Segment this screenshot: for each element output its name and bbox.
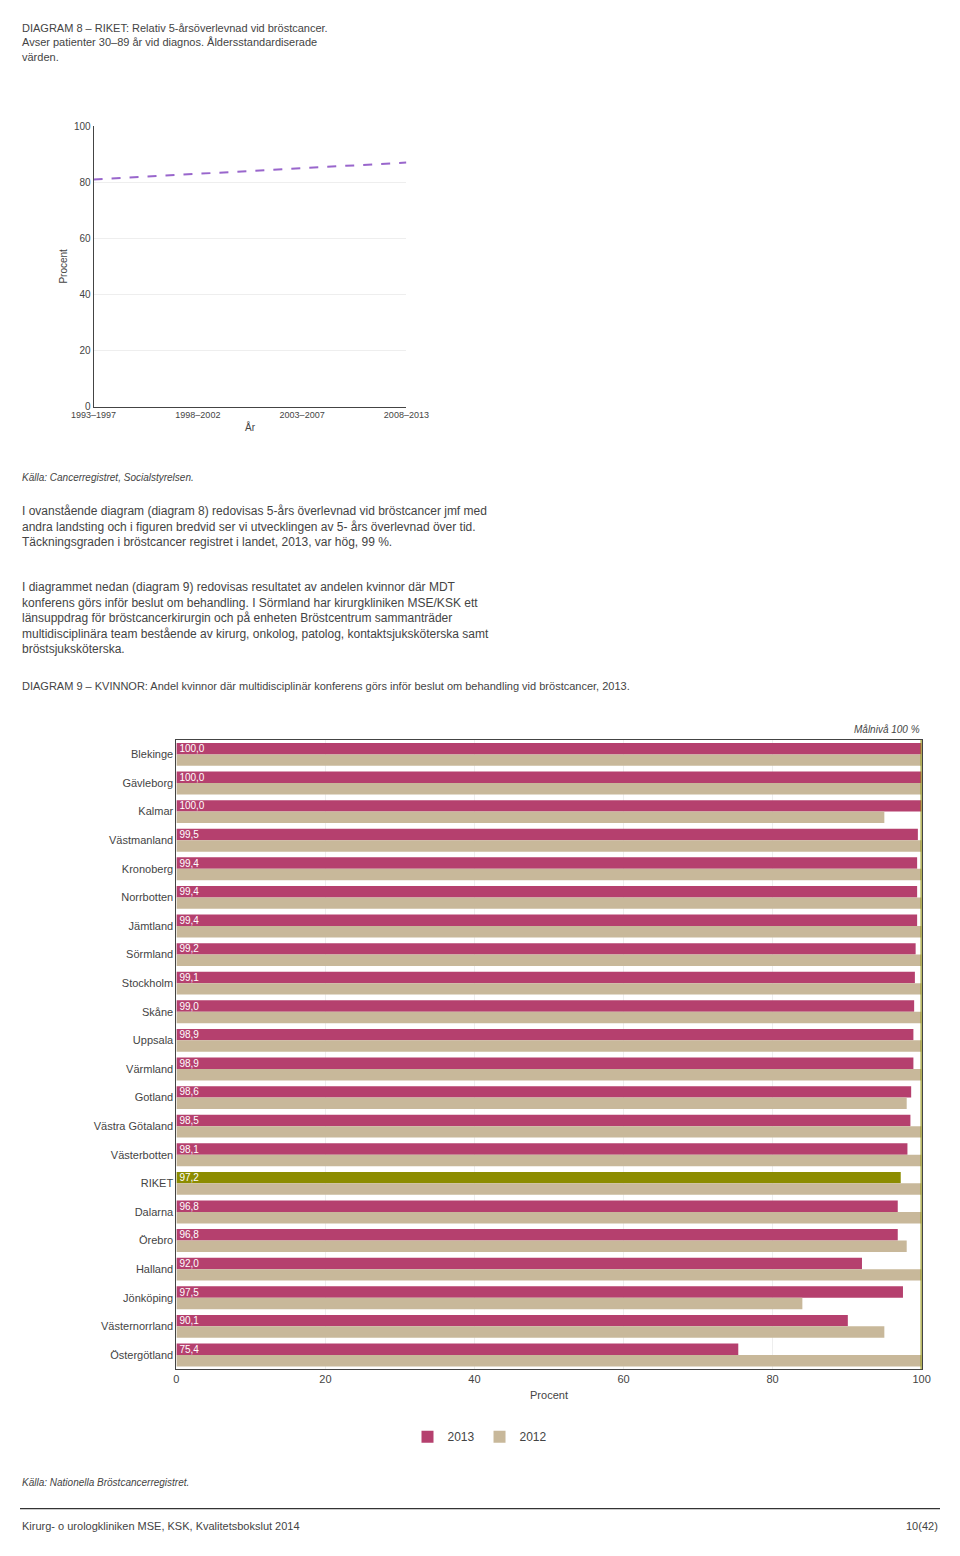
svg-text:99,0: 99,0 <box>179 1001 199 1012</box>
svg-text:Västmanland: Västmanland <box>109 834 173 846</box>
svg-text:80: 80 <box>79 177 91 188</box>
svg-text:92,0: 92,0 <box>179 1258 199 1269</box>
svg-text:80: 80 <box>766 1373 778 1385</box>
svg-text:Kronoberg: Kronoberg <box>122 863 173 875</box>
svg-text:2008–2013: 2008–2013 <box>384 410 429 420</box>
svg-text:98,6: 98,6 <box>179 1086 199 1097</box>
svg-text:Skåne: Skåne <box>142 1006 173 1018</box>
svg-text:Stockholm: Stockholm <box>122 977 173 989</box>
svg-text:96,8: 96,8 <box>179 1201 199 1212</box>
svg-text:100,0: 100,0 <box>179 800 204 811</box>
svg-text:99,5: 99,5 <box>179 829 199 840</box>
svg-text:100: 100 <box>74 121 91 132</box>
svg-text:Jönköping: Jönköping <box>123 1292 173 1304</box>
svg-text:Källa: Nationella Bröstcancerr: Källa: Nationella Bröstcancerregistret. <box>22 1477 189 1488</box>
svg-text:Kirurg- o urologkliniken MSE,: Kirurg- o urologkliniken MSE, KSK, Kvali… <box>22 1520 300 1532</box>
svg-text:98,1: 98,1 <box>179 1144 199 1155</box>
svg-text:75,4: 75,4 <box>179 1344 199 1355</box>
svg-text:96,8: 96,8 <box>179 1229 199 1240</box>
svg-text:99,2: 99,2 <box>179 943 199 954</box>
svg-text:100,0: 100,0 <box>179 772 204 783</box>
svg-text:Kalmar: Kalmar <box>138 805 173 817</box>
svg-text:98,5: 98,5 <box>179 1115 199 1126</box>
svg-text:Sörmland: Sörmland <box>126 948 173 960</box>
svg-text:Västra Götaland: Västra Götaland <box>94 1120 174 1132</box>
svg-text:Procent: Procent <box>530 1389 568 1401</box>
svg-text:1998–2002: 1998–2002 <box>175 410 220 420</box>
svg-text:Östergötland: Östergötland <box>110 1349 173 1361</box>
svg-text:99,1: 99,1 <box>179 972 199 983</box>
svg-text:0: 0 <box>85 401 91 412</box>
svg-text:Gotland: Gotland <box>135 1091 174 1103</box>
svg-text:2013: 2013 <box>448 1430 475 1444</box>
svg-text:10(42): 10(42) <box>906 1520 938 1532</box>
svg-text:99,4: 99,4 <box>179 915 199 926</box>
svg-text:I diagrammet nedan (diagram 9): I diagrammet nedan (diagram 9) redovisas… <box>22 580 489 656</box>
svg-text:40: 40 <box>468 1373 480 1385</box>
svg-text:40: 40 <box>79 289 91 300</box>
svg-text:20: 20 <box>319 1373 331 1385</box>
svg-text:100: 100 <box>912 1373 930 1385</box>
svg-text:Värmland: Värmland <box>126 1063 173 1075</box>
svg-text:DIAGRAM 8 – RIKET: Relativ 5-å: DIAGRAM 8 – RIKET: Relativ 5-årsöverlevn… <box>22 22 328 63</box>
svg-text:98,9: 98,9 <box>179 1058 199 1069</box>
svg-text:98,9: 98,9 <box>179 1029 199 1040</box>
svg-text:I ovanstående diagram (diagram: I ovanstående diagram (diagram 8) redovi… <box>22 504 487 549</box>
svg-text:2012: 2012 <box>520 1430 547 1444</box>
svg-text:0: 0 <box>173 1373 179 1385</box>
svg-text:Källa: Cancerregistret, Social: Källa: Cancerregistret, Socialstyrelsen. <box>22 472 194 483</box>
svg-text:Jämtland: Jämtland <box>129 920 174 932</box>
svg-text:60: 60 <box>79 233 91 244</box>
svg-text:Uppsala: Uppsala <box>133 1034 174 1046</box>
svg-text:90,1: 90,1 <box>179 1315 199 1326</box>
svg-text:Blekinge: Blekinge <box>131 748 173 760</box>
svg-text:97,2: 97,2 <box>179 1172 199 1183</box>
svg-text:Norrbotten: Norrbotten <box>121 891 173 903</box>
svg-text:1993–1997: 1993–1997 <box>71 410 116 420</box>
svg-text:100,0: 100,0 <box>179 743 204 754</box>
svg-text:Dalarna: Dalarna <box>135 1206 174 1218</box>
svg-text:Gävleborg: Gävleborg <box>122 777 173 789</box>
svg-text:Västernorrland: Västernorrland <box>101 1320 173 1332</box>
svg-text:99,4: 99,4 <box>179 886 199 897</box>
svg-text:Västerbotten: Västerbotten <box>111 1149 173 1161</box>
svg-text:Örebro: Örebro <box>139 1234 173 1246</box>
svg-text:Målnivå 100 %: Målnivå 100 % <box>854 724 920 735</box>
svg-text:DIAGRAM 9 – KVINNOR: Andel kvi: DIAGRAM 9 – KVINNOR: Andel kvinnor där m… <box>22 680 630 692</box>
svg-text:Procent: Procent <box>58 249 69 284</box>
svg-text:60: 60 <box>617 1373 629 1385</box>
svg-text:RIKET: RIKET <box>141 1177 174 1189</box>
svg-text:97,5: 97,5 <box>179 1287 199 1298</box>
svg-text:År: År <box>245 421 256 433</box>
svg-text:Halland: Halland <box>136 1263 173 1275</box>
svg-text:99,4: 99,4 <box>179 858 199 869</box>
svg-text:20: 20 <box>79 345 91 356</box>
svg-text:2003–2007: 2003–2007 <box>280 410 325 420</box>
